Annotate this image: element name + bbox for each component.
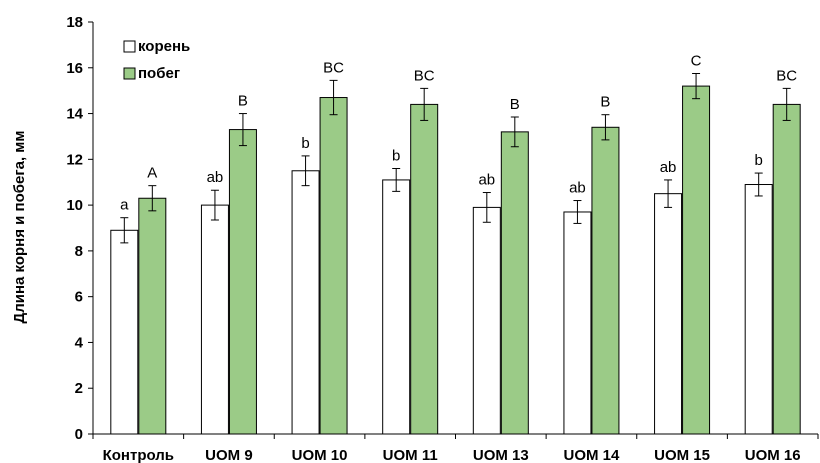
bar (473, 207, 500, 434)
bar (292, 171, 319, 434)
x-tick-label: Контроль (103, 447, 174, 463)
bar (111, 230, 138, 434)
y-axis-ticks: 0 2 4 6 8 10 12 14 16 18 (66, 14, 93, 443)
bar (139, 198, 166, 434)
significance-label: BC (414, 67, 435, 84)
bar (773, 104, 800, 434)
x-tick-label: UOM 11 (383, 447, 438, 463)
y-tick-label: 6 (75, 289, 83, 306)
significance-label: ab (569, 180, 586, 197)
significance-label: C (691, 53, 702, 70)
significance-label: a (120, 197, 129, 214)
legend-label-root: корень (138, 38, 190, 55)
bar (201, 205, 228, 434)
y-tick-label: 8 (75, 243, 83, 260)
x-tick-label: UOM 16 (745, 447, 801, 463)
y-tick-label: 10 (66, 197, 83, 214)
x-tick-label: UOM 15 (654, 447, 710, 463)
significance-label: B (238, 93, 248, 110)
bar (564, 212, 591, 434)
significance-label: B (510, 96, 520, 113)
legend-swatch-root (124, 41, 135, 52)
legend: корень побег (124, 38, 190, 82)
bar (229, 130, 256, 434)
bar (745, 185, 772, 434)
y-tick-label: 18 (66, 14, 83, 31)
significance-label: b (755, 152, 763, 169)
y-tick-label: 14 (66, 106, 83, 123)
x-tick-label: UOM 10 (292, 447, 348, 463)
significance-label: b (392, 147, 400, 164)
y-axis-label: Длина корня и побега, мм (11, 131, 28, 324)
significance-label: ab (207, 169, 224, 186)
bar (683, 86, 710, 434)
y-tick-label: 16 (66, 60, 83, 77)
bar (383, 180, 410, 434)
y-tick-label: 12 (66, 151, 83, 168)
significance-label: BC (323, 59, 344, 76)
bars: a A ab Bb BC b BC ab Bab Bab Cb BC (111, 53, 800, 435)
y-tick-label: 0 (75, 426, 83, 443)
bar (320, 98, 347, 434)
significance-label: b (301, 135, 309, 152)
bar (592, 127, 619, 434)
y-tick-label: 4 (75, 334, 84, 351)
significance-label: ab (660, 159, 677, 176)
legend-label-shoot: побег (138, 65, 180, 82)
significance-label: B (600, 94, 610, 111)
x-tick-label: UOM 13 (473, 447, 529, 463)
legend-swatch-shoot (124, 68, 135, 79)
significance-label: BC (776, 67, 797, 84)
bar (501, 132, 528, 434)
x-axis-ticks: Контроль UOM 9 UOM 10 UOM 11 UOM 13 UOM 14 UOM… (93, 434, 818, 463)
bar (411, 104, 438, 434)
significance-label: A (147, 165, 157, 182)
y-tick-label: 2 (75, 380, 83, 397)
x-tick-label: UOM 14 (564, 447, 621, 463)
bar (655, 194, 682, 434)
significance-label: ab (478, 172, 495, 189)
x-tick-label: UOM 9 (205, 447, 253, 463)
